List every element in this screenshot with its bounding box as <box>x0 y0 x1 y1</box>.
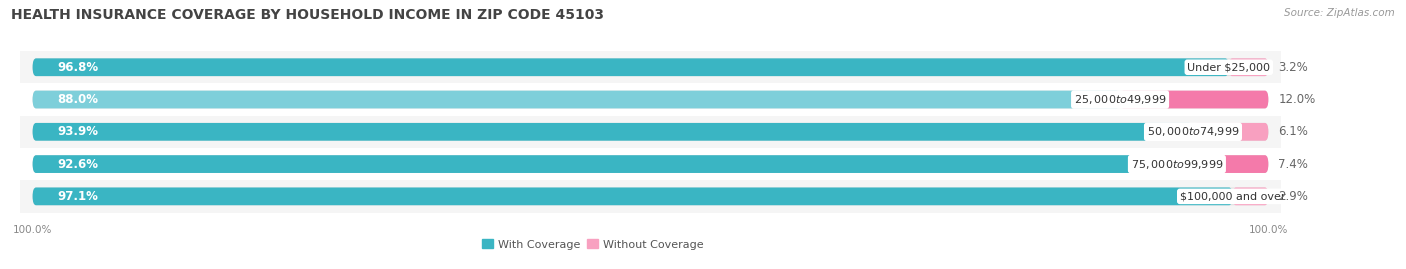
Text: 12.0%: 12.0% <box>1278 93 1316 106</box>
Text: 97.1%: 97.1% <box>58 190 98 203</box>
FancyBboxPatch shape <box>32 155 1268 173</box>
FancyBboxPatch shape <box>32 91 1268 108</box>
FancyBboxPatch shape <box>1229 58 1268 76</box>
FancyBboxPatch shape <box>20 116 1281 148</box>
Text: 96.8%: 96.8% <box>58 61 98 74</box>
FancyBboxPatch shape <box>32 58 1268 76</box>
Text: 92.6%: 92.6% <box>58 158 98 171</box>
FancyBboxPatch shape <box>32 187 1268 205</box>
FancyBboxPatch shape <box>20 148 1281 180</box>
FancyBboxPatch shape <box>20 51 1281 83</box>
Text: Source: ZipAtlas.com: Source: ZipAtlas.com <box>1284 8 1395 18</box>
Text: HEALTH INSURANCE COVERAGE BY HOUSEHOLD INCOME IN ZIP CODE 45103: HEALTH INSURANCE COVERAGE BY HOUSEHOLD I… <box>11 8 605 22</box>
Text: 7.4%: 7.4% <box>1278 158 1308 171</box>
Text: $75,000 to $99,999: $75,000 to $99,999 <box>1130 158 1223 171</box>
FancyBboxPatch shape <box>32 91 1121 108</box>
Text: 93.9%: 93.9% <box>58 125 98 138</box>
Text: 88.0%: 88.0% <box>58 93 98 106</box>
FancyBboxPatch shape <box>1177 155 1268 173</box>
FancyBboxPatch shape <box>32 187 1233 205</box>
FancyBboxPatch shape <box>1233 187 1268 205</box>
FancyBboxPatch shape <box>32 155 1177 173</box>
FancyBboxPatch shape <box>32 58 1229 76</box>
FancyBboxPatch shape <box>32 123 1192 141</box>
Text: $100,000 and over: $100,000 and over <box>1180 191 1285 201</box>
Text: 6.1%: 6.1% <box>1278 125 1308 138</box>
Legend: With Coverage, Without Coverage: With Coverage, Without Coverage <box>478 235 707 254</box>
FancyBboxPatch shape <box>20 83 1281 116</box>
Text: 2.9%: 2.9% <box>1278 190 1308 203</box>
Text: $50,000 to $74,999: $50,000 to $74,999 <box>1147 125 1239 138</box>
FancyBboxPatch shape <box>1121 91 1268 108</box>
Text: Under $25,000: Under $25,000 <box>1187 62 1270 72</box>
FancyBboxPatch shape <box>1192 123 1268 141</box>
FancyBboxPatch shape <box>20 180 1281 213</box>
Text: $25,000 to $49,999: $25,000 to $49,999 <box>1074 93 1167 106</box>
Text: 3.2%: 3.2% <box>1278 61 1308 74</box>
FancyBboxPatch shape <box>32 123 1268 141</box>
